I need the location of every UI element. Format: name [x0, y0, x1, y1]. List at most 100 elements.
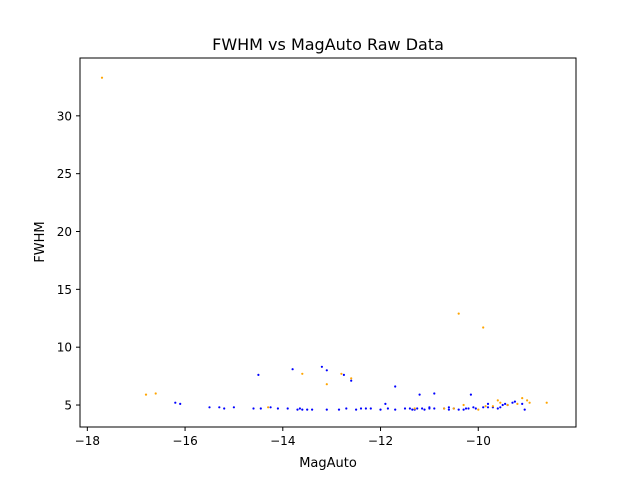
- data-point: [350, 377, 353, 380]
- data-point: [364, 407, 367, 410]
- chart-title: FWHM vs MagAuto Raw Data: [212, 35, 444, 54]
- data-point: [428, 406, 431, 409]
- x-axis-label: MagAuto: [299, 456, 357, 471]
- data-point: [447, 408, 450, 411]
- data-point: [325, 369, 328, 372]
- y-axis-label: FWHM: [33, 221, 48, 262]
- data-point: [298, 407, 301, 410]
- data-point: [337, 408, 341, 411]
- data-point: [477, 408, 480, 411]
- data-point: [223, 407, 226, 410]
- data-point: [513, 400, 517, 403]
- data-point: [325, 408, 328, 411]
- data-point: [379, 408, 382, 411]
- data-point: [320, 365, 323, 368]
- data-point: [457, 312, 460, 315]
- data-point: [462, 408, 465, 411]
- x-tick-label: −16: [172, 434, 197, 448]
- data-point: [276, 407, 279, 410]
- data-point: [359, 407, 363, 410]
- data-point: [394, 385, 397, 388]
- x-tick-label: −10: [466, 434, 491, 448]
- data-point: [526, 399, 529, 402]
- data-point: [433, 392, 436, 395]
- data-point: [423, 408, 426, 411]
- data-point: [411, 408, 414, 411]
- data-point: [416, 407, 419, 410]
- data-point: [472, 406, 475, 409]
- data-point: [306, 408, 309, 411]
- data-point: [433, 407, 436, 410]
- data-point: [408, 407, 411, 410]
- data-point: [452, 407, 455, 410]
- data-point: [501, 403, 504, 407]
- data-point: [296, 408, 299, 411]
- x-tick-label: −12: [368, 434, 393, 448]
- data-point: [267, 406, 270, 409]
- data-point: [484, 405, 487, 408]
- series-0: [174, 365, 526, 411]
- data-point: [218, 406, 221, 409]
- data-point: [499, 406, 502, 409]
- data-point: [232, 406, 235, 409]
- data-point: [504, 402, 507, 405]
- x-tick-label: −14: [270, 434, 295, 448]
- data-point: [418, 393, 421, 396]
- data-point: [384, 402, 387, 405]
- data-point: [516, 402, 519, 405]
- series-1: [100, 76, 548, 411]
- data-point: [523, 408, 526, 411]
- data-point: [355, 408, 358, 411]
- data-point: [464, 407, 468, 410]
- data-point: [386, 407, 389, 410]
- y-tick-label: 25: [57, 167, 72, 181]
- data-point: [413, 407, 416, 410]
- data-point: [421, 407, 424, 410]
- data-point: [469, 393, 472, 396]
- data-point: [499, 401, 502, 404]
- data-point: [506, 403, 509, 407]
- data-point: [257, 373, 260, 376]
- data-point: [179, 402, 182, 405]
- plot-area: [100, 76, 548, 411]
- data-point: [154, 392, 157, 395]
- axes-frame: [79, 57, 577, 428]
- data-point: [286, 407, 289, 410]
- data-point: [100, 76, 104, 79]
- data-point: [482, 406, 485, 409]
- y-tick-label: 5: [64, 399, 72, 413]
- data-point: [545, 401, 548, 404]
- data-point: [369, 407, 372, 410]
- x-axis: −18 −16 −14 −12 −10: [75, 427, 491, 448]
- data-point: [457, 408, 460, 411]
- y-tick-label: 20: [57, 225, 72, 239]
- data-point: [340, 372, 343, 375]
- data-point: [325, 383, 328, 386]
- data-point: [174, 401, 177, 404]
- data-point: [447, 406, 450, 409]
- y-axis: 5 10 15 20 25 30: [57, 109, 80, 413]
- data-point: [482, 326, 485, 329]
- data-point: [521, 402, 524, 405]
- data-point: [301, 372, 304, 375]
- data-point: [144, 393, 148, 396]
- data-point: [496, 407, 499, 410]
- data-point: [467, 407, 470, 410]
- data-point: [342, 373, 345, 376]
- data-point: [521, 397, 524, 400]
- data-point: [345, 407, 348, 410]
- data-point: [259, 407, 262, 410]
- data-point: [403, 407, 407, 410]
- data-point: [252, 407, 255, 410]
- data-point: [269, 406, 272, 409]
- data-point: [486, 406, 490, 409]
- data-point: [486, 402, 490, 405]
- data-point: [350, 379, 353, 382]
- data-point: [301, 408, 304, 411]
- data-point: [491, 405, 494, 408]
- data-point: [496, 399, 499, 402]
- data-point: [528, 401, 531, 404]
- y-tick-label: 30: [57, 109, 72, 123]
